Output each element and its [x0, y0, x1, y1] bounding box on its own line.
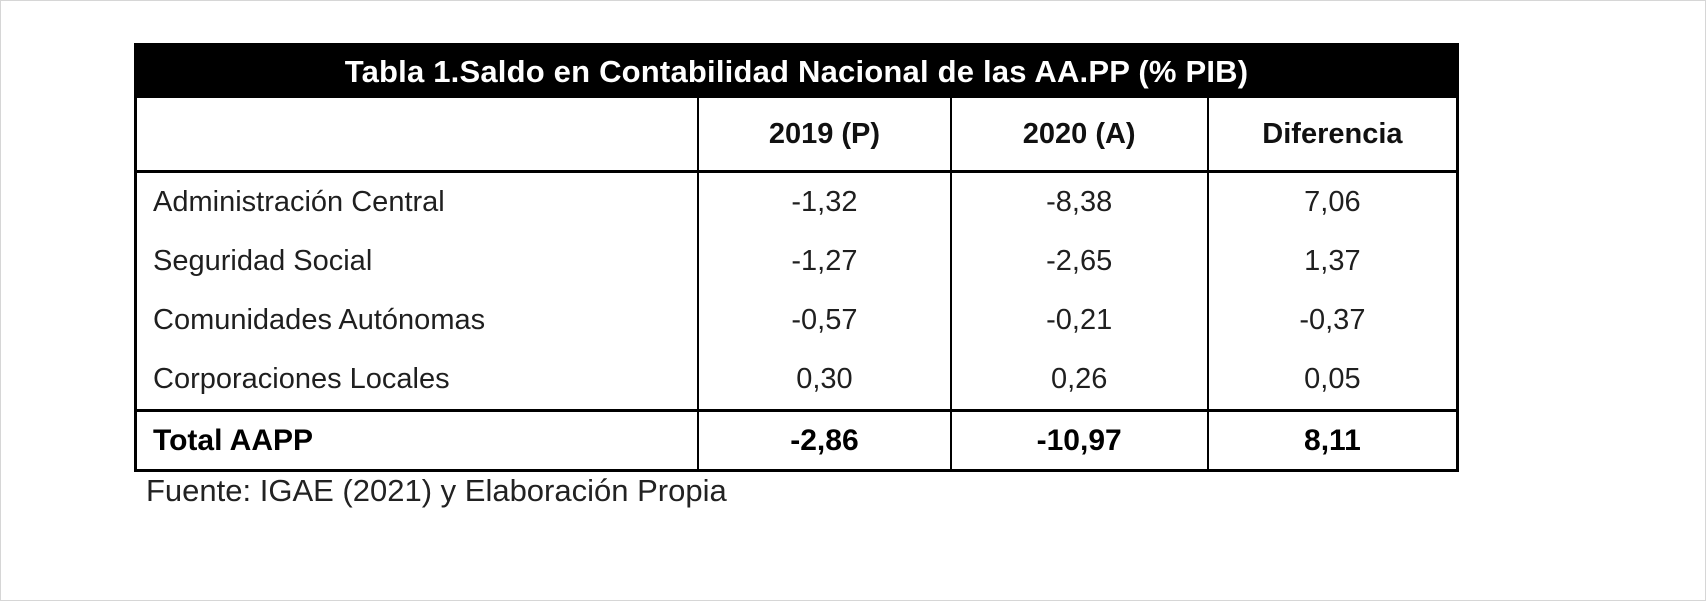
- total-value-diferencia: 8,11: [1304, 423, 1361, 457]
- row-label: Comunidades Autónomas: [137, 291, 700, 350]
- total-value-2019: -2,86: [699, 412, 952, 469]
- table-row: Corporaciones Locales 0,30 0,26 0,05: [137, 350, 1456, 409]
- row-value-2019: -1,32: [699, 173, 952, 232]
- header-cell-2019: 2019 (P): [699, 98, 952, 170]
- source-note: Fuente: IGAE (2021) y Elaboración Propia: [146, 473, 727, 508]
- row-value-diferencia: 7,06: [1304, 186, 1361, 218]
- total-label: Total AAPP: [137, 412, 700, 469]
- header-cell-diferencia: Diferencia: [1262, 117, 1403, 150]
- row-value-diferencia: 0,05: [1304, 363, 1361, 395]
- table-row: Comunidades Autónomas -0,57 -0,21 -0,37: [137, 291, 1456, 350]
- header-cell-empty: [137, 98, 700, 170]
- table-row: Administración Central -1,32 -8,38 7,06: [137, 173, 1456, 232]
- row-value-2019: -0,57: [699, 291, 952, 350]
- header-cell-2020: 2020 (A): [952, 98, 1209, 170]
- row-label: Corporaciones Locales: [137, 350, 700, 409]
- row-label: Administración Central: [137, 173, 700, 232]
- row-value-2019: -1,27: [699, 232, 952, 291]
- table-total-row: Total AAPP -2,86 -10,97 8,11: [137, 409, 1456, 469]
- table-header-row: 2019 (P) 2020 (A) Diferencia: [137, 98, 1456, 173]
- row-value-2019: 0,30: [699, 350, 952, 409]
- table-title: Tabla 1.Saldo en Contabilidad Nacional d…: [137, 46, 1456, 98]
- row-label: Seguridad Social: [137, 232, 700, 291]
- total-value-2020: -10,97: [952, 412, 1209, 469]
- national-accounts-table: Tabla 1.Saldo en Contabilidad Nacional d…: [134, 43, 1459, 472]
- row-value-2020: -0,21: [952, 291, 1209, 350]
- row-value-2020: -8,38: [952, 173, 1209, 232]
- row-value-2020: -2,65: [952, 232, 1209, 291]
- row-value-2020: 0,26: [952, 350, 1209, 409]
- row-value-diferencia: 1,37: [1304, 245, 1361, 277]
- row-value-diferencia: -0,37: [1299, 304, 1366, 336]
- table-row: Seguridad Social -1,27 -2,65 1,37: [137, 232, 1456, 291]
